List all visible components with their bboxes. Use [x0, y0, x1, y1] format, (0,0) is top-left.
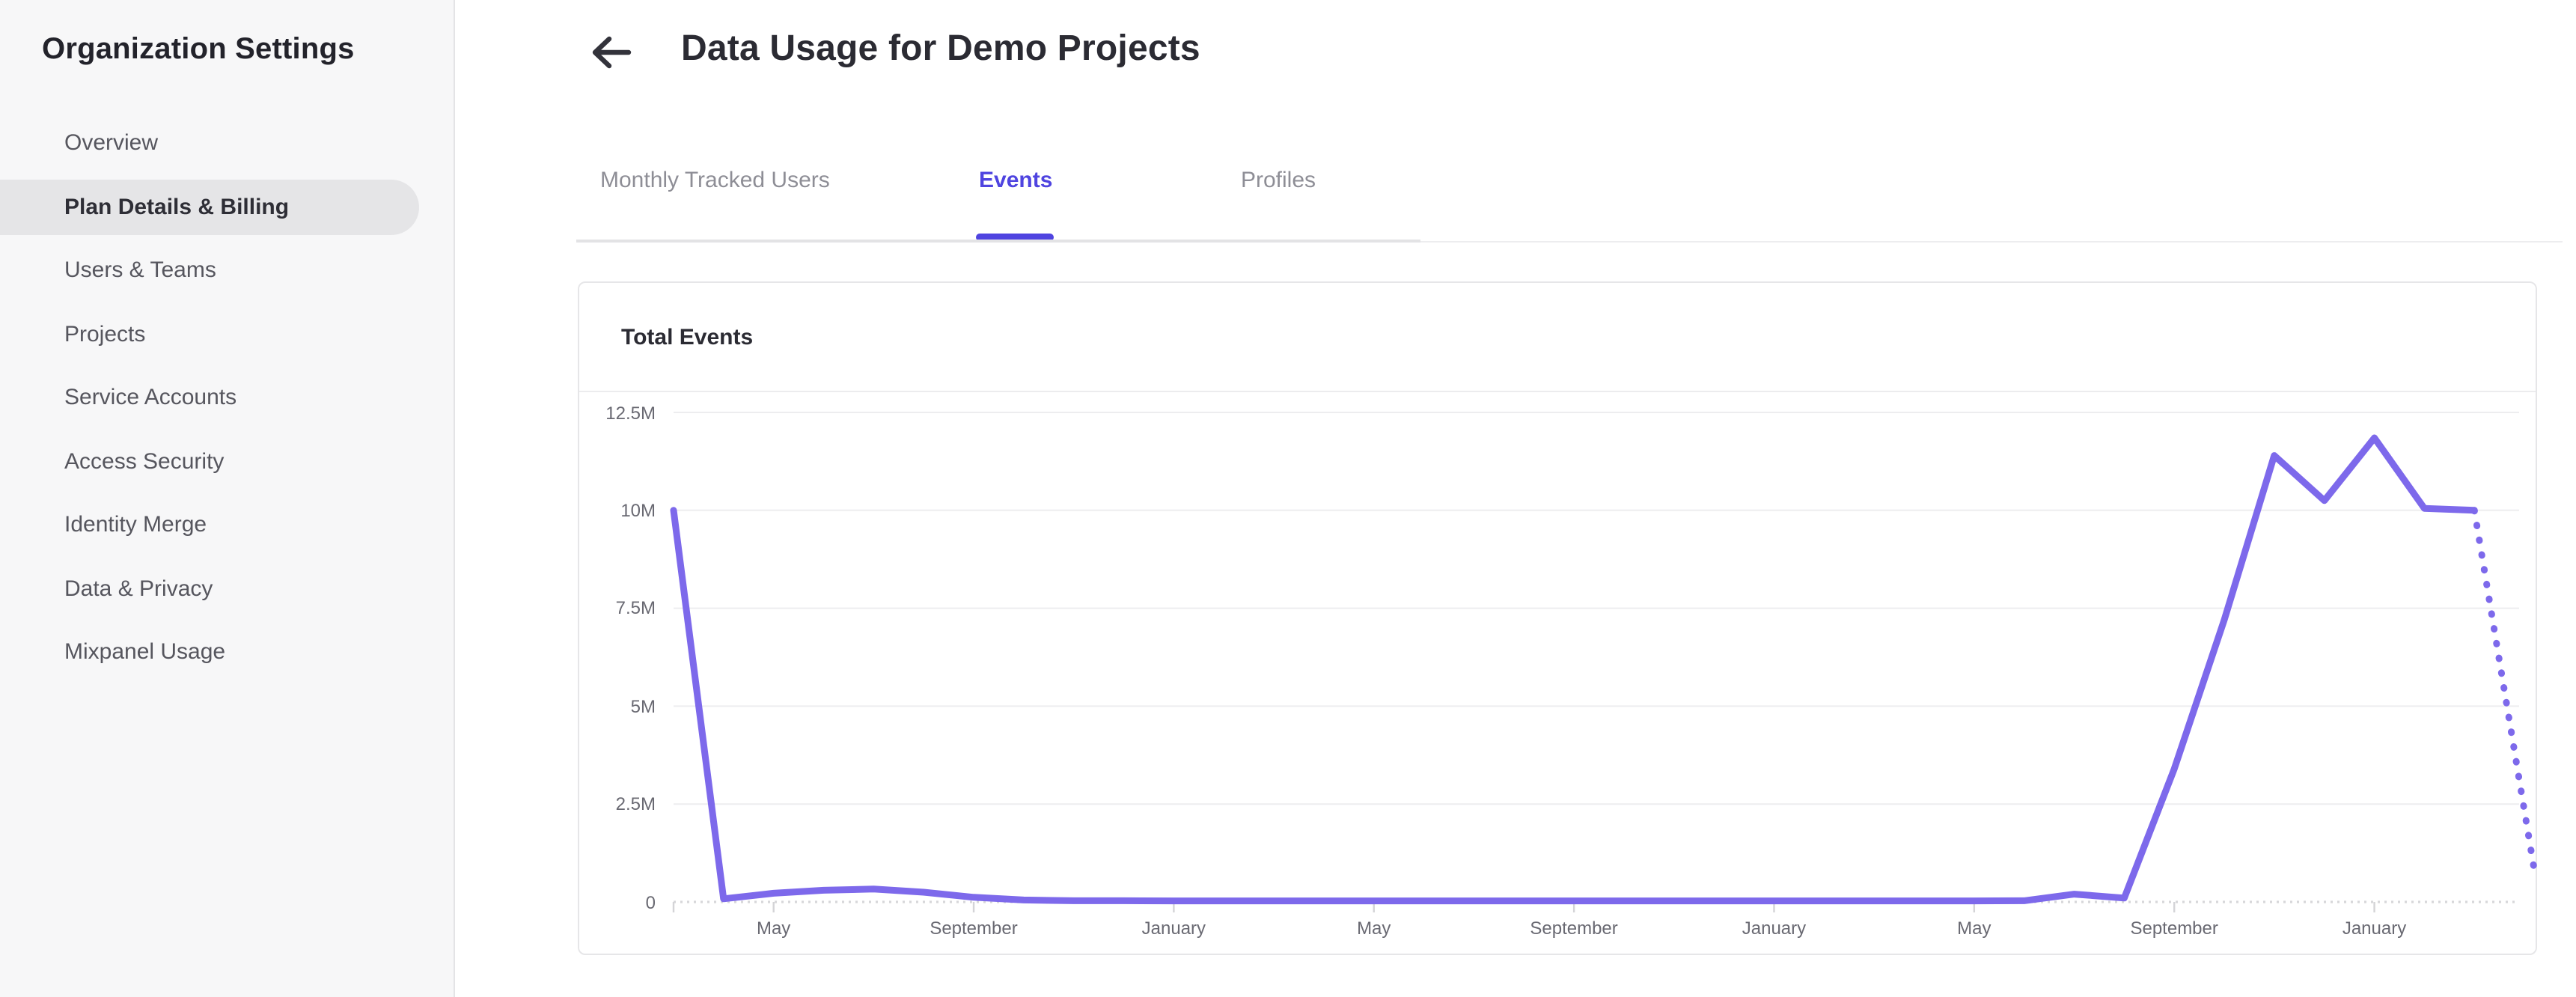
events-line — [670, 434, 2478, 905]
tab-monthly-tracked-users[interactable]: Monthly Tracked Users — [600, 168, 830, 193]
x-axis-label: May — [1357, 918, 1391, 939]
active-tab-underline — [976, 233, 1054, 240]
sidebar: Organization Settings Overview Plan Detai… — [0, 0, 455, 997]
sidebar-item-overview[interactable]: Overview — [64, 130, 159, 156]
chart-title: Total Events — [621, 325, 754, 350]
x-axis-label: May — [756, 918, 791, 939]
y-axis-label: 12.5M — [605, 402, 656, 423]
tab-events[interactable]: Events — [979, 168, 1053, 193]
x-axis-label: September — [1530, 918, 1618, 939]
x-axis-label: September — [2130, 918, 2218, 939]
x-axis-label: January — [2342, 918, 2407, 939]
page-title: Data Usage for Demo Projects — [681, 28, 1200, 69]
sidebar-item-plan-details-billing[interactable]: Plan Details & Billing — [0, 179, 419, 235]
y-axis-label: 7.5M — [615, 597, 656, 619]
x-axis-label: January — [1141, 918, 1206, 939]
card-header-divider — [579, 391, 2536, 392]
tab-profiles[interactable]: Profiles — [1241, 168, 1316, 193]
x-axis-label: September — [930, 918, 1018, 939]
sidebar-item-projects[interactable]: Projects — [64, 321, 146, 347]
y-axis-label: 0 — [645, 891, 656, 912]
sidebar-item-access-security[interactable]: Access Security — [64, 448, 225, 475]
arrow-left-icon — [590, 34, 632, 70]
y-axis-label: 2.5M — [615, 793, 656, 815]
events-line-projected — [2470, 507, 2538, 874]
sidebar-item-identity-merge[interactable]: Identity Merge — [64, 512, 207, 538]
sidebar-nav: Overview Plan Details & Billing Users & Te… — [0, 115, 454, 688]
x-axis-label: May — [1957, 918, 1991, 939]
sidebar-item-users-teams[interactable]: Users & Teams — [64, 257, 216, 284]
sidebar-item-service-accounts[interactable]: Service Accounts — [64, 385, 237, 411]
total-events-card: Total Events 12.5M 10M 7.5M 5M 2.5M 0 May Septe… — [578, 281, 2538, 955]
total-events-line-chart — [670, 412, 2538, 912]
content-divider — [1420, 240, 2563, 242]
sidebar-title: Organization Settings — [42, 33, 355, 66]
sidebar-item-mixpanel-usage[interactable]: Mixpanel Usage — [64, 639, 226, 665]
x-axis-label: January — [1742, 918, 1807, 939]
y-axis-label: 5M — [630, 695, 656, 717]
y-axis-label: 10M — [620, 499, 656, 521]
tab-strip-divider — [576, 240, 1420, 242]
sidebar-item-data-privacy[interactable]: Data & Privacy — [64, 576, 213, 602]
back-button[interactable] — [587, 31, 635, 73]
